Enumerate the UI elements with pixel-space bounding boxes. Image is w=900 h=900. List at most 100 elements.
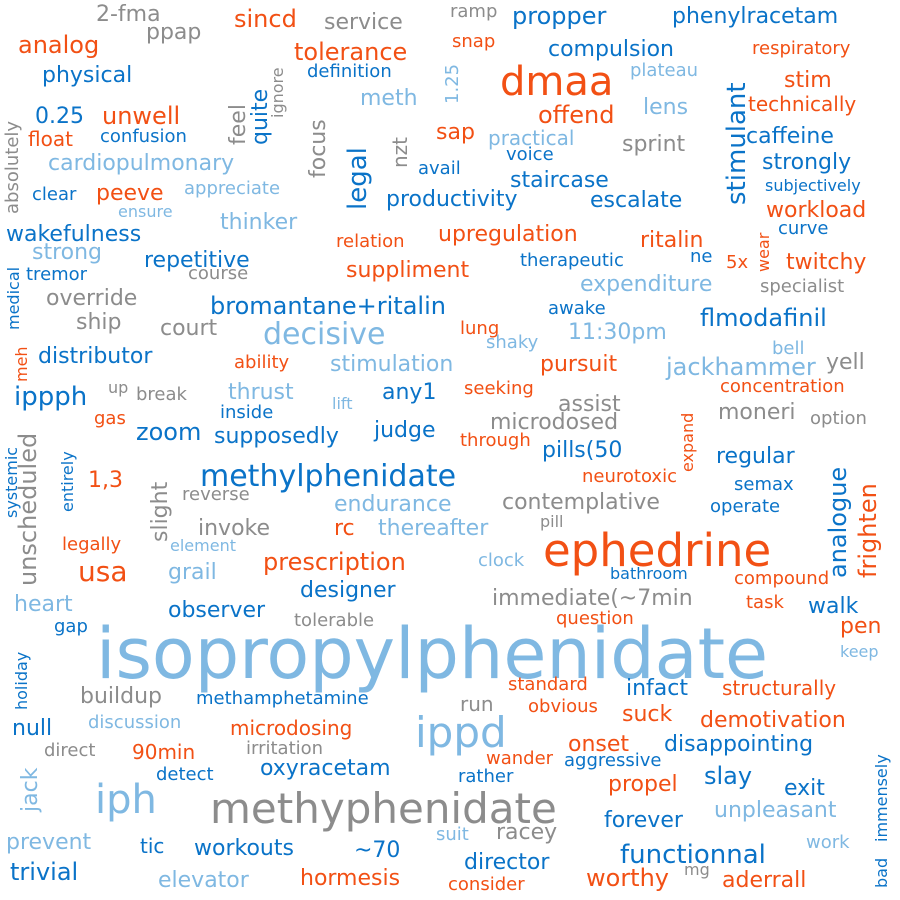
word: sap <box>436 120 475 145</box>
word: operate <box>710 496 781 517</box>
word: shaky <box>486 332 539 353</box>
word: meh <box>12 346 31 382</box>
word: pills(50 <box>542 438 623 463</box>
word: bathroom <box>610 564 688 583</box>
word: suck <box>622 702 673 727</box>
word: peeve <box>96 181 164 206</box>
word: disappointing <box>664 732 814 757</box>
word: ship <box>76 310 122 335</box>
word: ~70 <box>354 838 401 863</box>
word: tolerable <box>294 610 375 631</box>
word: feel <box>226 104 251 145</box>
word: dmaa <box>500 59 614 105</box>
word: stimulation <box>330 352 454 377</box>
word: specialist <box>760 276 845 297</box>
word: course <box>188 263 249 284</box>
word: exit <box>784 776 825 801</box>
word: heart <box>14 592 73 617</box>
word: pill <box>540 512 564 531</box>
word: 1,3 <box>88 468 123 493</box>
word: ne <box>690 246 713 267</box>
word: supposedly <box>214 424 339 449</box>
word: suppliment <box>346 258 470 283</box>
word: aggressive <box>564 750 662 771</box>
word: ritalin <box>640 228 704 253</box>
word: expand <box>678 412 697 472</box>
word: unwell <box>102 102 181 130</box>
word: isopropylphenidate <box>96 613 769 695</box>
word: float <box>28 127 73 151</box>
word: semax <box>734 474 794 495</box>
word: microdosing <box>230 716 353 740</box>
word: immensely <box>872 754 891 842</box>
word: plateau <box>630 60 699 81</box>
word: walk <box>808 594 859 619</box>
word: snap <box>452 31 496 52</box>
word: endurance <box>334 492 452 517</box>
word: stim <box>784 68 832 93</box>
word: entirely <box>58 451 77 512</box>
word: awake <box>548 298 606 319</box>
word: ensure <box>118 202 173 221</box>
word: grail <box>168 560 217 585</box>
word: gap <box>54 616 88 637</box>
word: wakefulness <box>6 222 142 247</box>
word: suit <box>436 824 469 845</box>
word: tremor <box>26 264 88 285</box>
word: holiday <box>12 651 31 710</box>
word: decisive <box>263 317 386 352</box>
word: subjectively <box>765 176 861 195</box>
word: irritation <box>246 738 324 759</box>
word: clock <box>478 550 525 571</box>
word: strong <box>32 240 103 265</box>
word: technically <box>748 92 857 116</box>
word: phenylracetam <box>672 4 839 29</box>
word: physical <box>42 63 133 88</box>
word: contemplative <box>502 490 660 515</box>
word: wander <box>486 748 554 769</box>
word: observer <box>168 598 266 623</box>
word: ability <box>234 352 290 373</box>
word: functionnal <box>620 840 766 870</box>
word: element <box>170 536 236 555</box>
word: gas <box>94 408 126 429</box>
word: bell <box>772 338 805 359</box>
word: pen <box>840 614 882 639</box>
word: ephedrine <box>543 524 772 577</box>
word: caffeine <box>746 124 834 149</box>
word: keep <box>840 642 879 661</box>
word: distributor <box>38 344 153 369</box>
word: inside <box>220 402 274 423</box>
word: prescription <box>263 548 406 576</box>
word: thereafter <box>378 516 489 541</box>
word: trivial <box>10 858 79 886</box>
word: clear <box>32 184 77 205</box>
word: respiratory <box>752 38 851 59</box>
word: task <box>746 592 784 613</box>
word: work <box>806 832 850 853</box>
word: standard <box>508 674 588 695</box>
word: racey <box>496 820 558 845</box>
word: lung <box>460 318 500 339</box>
word: 5x <box>726 252 749 273</box>
word: immediate(~7min <box>492 586 693 611</box>
word: jackhammer <box>666 353 816 381</box>
word: ignore <box>268 67 287 118</box>
word: any1 <box>382 380 437 405</box>
word: obvious <box>528 696 598 717</box>
word: frighten <box>854 483 882 578</box>
word: workload <box>766 198 867 223</box>
word: buildup <box>80 684 163 709</box>
word: expenditure <box>580 272 713 297</box>
word: onset <box>568 732 630 757</box>
word: productivity <box>386 187 518 212</box>
word: 2-fma <box>96 2 161 27</box>
word: sprint <box>622 132 686 157</box>
word: methamphetamine <box>196 688 369 709</box>
word: upregulation <box>438 222 578 247</box>
word: curve <box>778 218 829 239</box>
word: designer <box>300 578 396 603</box>
word: override <box>46 286 138 311</box>
word: hormesis <box>300 866 401 891</box>
word: director <box>464 850 550 875</box>
